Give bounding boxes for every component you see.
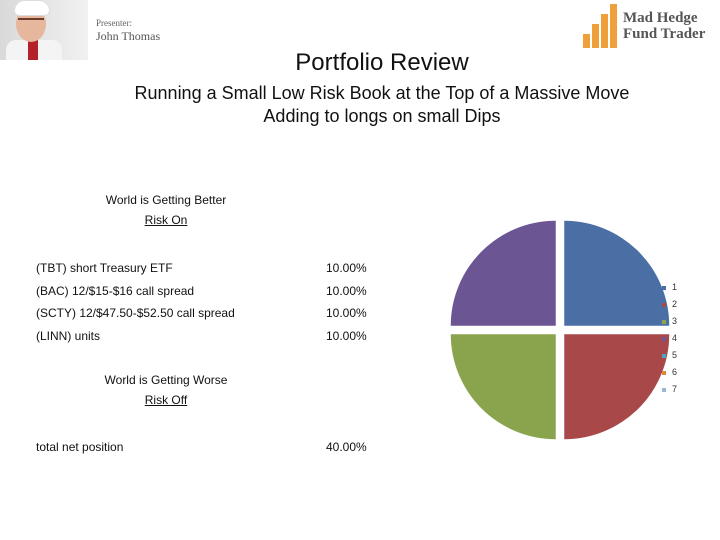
pie-slice-1 xyxy=(564,220,670,326)
total-pct: 40.00% xyxy=(326,440,367,454)
table-row: (TBT) short Treasury ETF 10.00% xyxy=(36,261,396,279)
legend-item: 6 xyxy=(662,367,702,384)
logo-line-1: Mad Hedge xyxy=(623,10,698,26)
legend-swatch xyxy=(662,286,666,290)
table-row: (SCTY) 12/$47.50-$52.50 call spread 10.0… xyxy=(36,306,396,324)
position-pct: 10.00% xyxy=(326,306,367,320)
presenter-name: John Thomas xyxy=(96,29,161,43)
presenter-info: Presenter: John Thomas xyxy=(96,18,160,44)
total-label: total net position xyxy=(36,440,124,454)
legend-swatch xyxy=(662,320,666,324)
presenter-label: Presenter: xyxy=(96,18,132,28)
position-name: (TBT) short Treasury ETF xyxy=(36,261,173,275)
position-name: (SCTY) 12/$47.50-$52.50 call spread xyxy=(36,306,235,320)
pie-slice-2 xyxy=(564,334,670,440)
risk-off-label: Risk Off xyxy=(144,393,188,407)
slide-title: Portfolio Review xyxy=(295,49,469,76)
legend-item: 3 xyxy=(662,316,702,333)
risk-on-label: Risk On xyxy=(144,213,188,227)
presenter-photo xyxy=(0,0,88,60)
allocation-pie-chart xyxy=(450,220,670,440)
slide-header: Presenter: John Thomas Mad Hedge Fund Tr… xyxy=(0,0,720,60)
legend-item: 5 xyxy=(662,350,702,367)
logo-line-2: Fund Trader xyxy=(623,26,706,42)
risk-off-header: World is Getting Worse Risk Off xyxy=(96,373,236,407)
legend-item: 4 xyxy=(662,333,702,350)
legend-item: 7 xyxy=(662,384,702,401)
position-pct: 10.00% xyxy=(326,261,367,275)
legend-label: 7 xyxy=(672,384,678,394)
legend-swatch xyxy=(662,303,666,307)
total-row: total net position 40.00% xyxy=(36,440,396,458)
legend-swatch xyxy=(662,337,666,341)
legend-swatch xyxy=(662,354,666,358)
pie-slice-3 xyxy=(450,334,556,440)
legend-item: 2 xyxy=(662,299,702,316)
mad-hedge-logo: Mad Hedge Fund Trader xyxy=(583,4,713,48)
subtitle-line-1: Running a Small Low Risk Book at the Top… xyxy=(134,83,630,103)
table-row: (BAC) 12/$15-$16 call spread 10.00% xyxy=(36,284,396,302)
legend-label: 6 xyxy=(672,367,678,377)
legend-label: 4 xyxy=(672,333,678,343)
better-label: World is Getting Better xyxy=(105,193,227,207)
subtitle-line-2: Adding to longs on small Dips xyxy=(263,106,501,126)
risk-on-header: World is Getting Better Risk On xyxy=(96,193,236,227)
legend-label: 1 xyxy=(672,282,678,292)
position-name: (LINN) units xyxy=(36,329,101,343)
legend-swatch xyxy=(662,371,666,375)
legend-swatch xyxy=(662,388,666,392)
legend-item: 1 xyxy=(662,282,702,299)
position-name: (BAC) 12/$15-$16 call spread xyxy=(36,284,195,298)
legend-label: 3 xyxy=(672,316,678,326)
position-pct: 10.00% xyxy=(326,329,367,343)
legend-label: 5 xyxy=(672,350,678,360)
pie-legend: 1 2 3 4 5 6 7 xyxy=(662,282,702,401)
slide-subtitle: Running a Small Low Risk Book at the Top… xyxy=(0,82,720,128)
pie-slice-4 xyxy=(450,220,556,326)
worse-label: World is Getting Worse xyxy=(104,373,228,387)
legend-label: 2 xyxy=(672,299,678,309)
table-row: (LINN) units 10.00% xyxy=(36,329,396,347)
position-pct: 10.00% xyxy=(326,284,367,298)
